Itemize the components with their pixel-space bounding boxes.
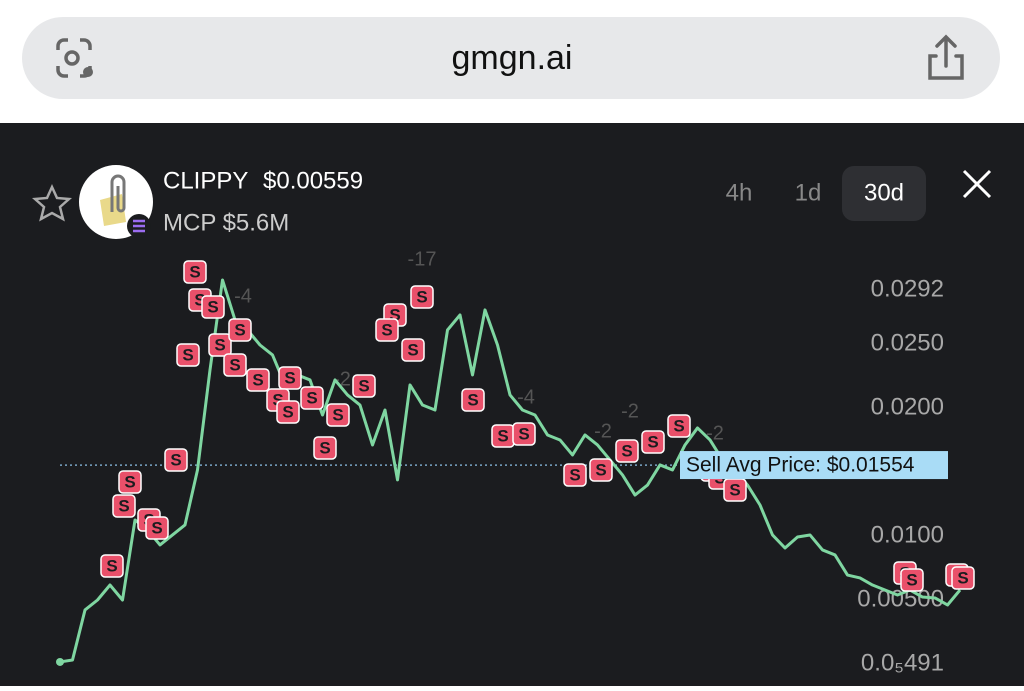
sell-badge: [375, 318, 399, 342]
y-tick-label: 0.0200: [871, 393, 944, 420]
sell-badge-label: S: [106, 556, 117, 575]
chart: -17-4-2-4-2-2 -20.02920.02500.02000.01000…: [56, 248, 975, 676]
sell-badge: [589, 458, 613, 482]
sell-badge: [276, 400, 300, 424]
sell-badge-label: S: [319, 438, 330, 457]
sell-badge-label: S: [595, 460, 606, 479]
sell-badge: [313, 436, 337, 460]
sell-badge-label: S: [214, 335, 225, 354]
sell-badge-label: S: [332, 405, 343, 424]
sell-badge-label: S: [182, 345, 193, 364]
sell-badge: [900, 568, 924, 592]
sell-badge: [563, 463, 587, 487]
sell-badge: [278, 366, 302, 390]
sell-badge-label: S: [118, 496, 129, 515]
market-cap: MCP $5.6M: [163, 209, 289, 236]
sell-badge: [410, 285, 434, 309]
sell-badge-label: S: [647, 432, 658, 451]
sell-badge-label: S: [194, 290, 205, 309]
sell-badge-label: S: [306, 388, 317, 407]
price-line: [59, 278, 962, 664]
trade-annotation: -17: [408, 248, 437, 270]
sell-badge-label: S: [407, 340, 418, 359]
token-name: CLIPPY: [163, 167, 248, 194]
sell-badge: [615, 439, 639, 463]
chain-icon: [133, 219, 145, 233]
sell-badge: [112, 494, 136, 518]
trade-annotation: -4: [517, 386, 535, 408]
lens-icon[interactable]: [56, 38, 92, 78]
avatar-clip: [110, 174, 126, 213]
sell-badge-label: S: [358, 376, 369, 395]
sell-badge-label: S: [957, 568, 968, 587]
sell-badge: [641, 430, 665, 454]
sell-badge-label: S: [272, 390, 283, 409]
timeframe-tab[interactable]: 1d: [795, 179, 822, 206]
sell-badge: [176, 343, 200, 367]
share-icon[interactable]: [928, 34, 964, 80]
url[interactable]: gmgn.ai: [452, 39, 573, 77]
sell-badge: [352, 374, 376, 398]
sell-badge: [300, 386, 324, 410]
sell-badge: [201, 295, 225, 319]
sell-badge: [461, 388, 485, 412]
sell-badge-label: S: [416, 287, 427, 306]
url-pill[interactable]: [22, 17, 1000, 99]
sell-badge: [228, 318, 252, 342]
trade-annotation: -4: [234, 285, 252, 307]
close-button[interactable]: [962, 169, 992, 199]
sell-badge: [145, 516, 169, 540]
sell-badge-label: S: [497, 426, 508, 445]
sell-badge: [401, 338, 425, 362]
sell-badge: [164, 448, 188, 472]
sell-badge-label: S: [729, 480, 740, 499]
sell-badge: [118, 470, 142, 494]
favorite-star[interactable]: [31, 183, 73, 222]
trade-annotation: -2: [594, 420, 612, 442]
sell-badge: [183, 260, 207, 284]
avg-price-tag: [680, 451, 948, 480]
sell-badge-label: S: [569, 465, 580, 484]
sell-badge-label: S: [518, 424, 529, 443]
y-tick-label: 0.0₅491: [861, 649, 944, 676]
y-tick-label: 0.0250: [871, 329, 944, 356]
timeframe-tab[interactable]: 4h: [726, 179, 753, 206]
sell-badge-label: S: [389, 305, 400, 324]
sell-badge-label: S: [151, 518, 162, 537]
start-point: [56, 657, 64, 666]
timeframe-active-bg: [842, 166, 926, 221]
timeframe-tab[interactable]: 30d: [864, 179, 904, 206]
sell-badge-label: S: [170, 450, 181, 469]
sell-badge: [512, 422, 536, 446]
sell-badge-label: S: [229, 355, 240, 374]
sell-badge: [246, 368, 270, 392]
sell-badge-label: S: [189, 262, 200, 281]
sell-badge: [223, 353, 247, 377]
trade-annotation: -2: [621, 400, 639, 422]
trade-annotation: -2: [706, 422, 724, 444]
sell-badge: [208, 333, 232, 357]
sell-badge-label: S: [673, 416, 684, 435]
sell-badge: [100, 554, 124, 578]
sell-badge: [326, 403, 350, 427]
y-tick-label: 0.0292: [871, 276, 944, 303]
sell-badge-label: S: [906, 570, 917, 589]
sell-badge-label: S: [124, 472, 135, 491]
sell-badge: [667, 414, 691, 438]
sell-badge-label: S: [252, 370, 263, 389]
sell-badge-label: S: [284, 368, 295, 387]
sell-badge-label: S: [234, 320, 245, 339]
sell-badge-label: S: [207, 297, 218, 316]
y-tick-label: 0.0100: [871, 521, 944, 548]
token-price: $0.00559: [263, 167, 363, 194]
sell-badge: [951, 566, 975, 590]
sell-badge-label: S: [381, 320, 392, 339]
sell-badge-label: S: [467, 390, 478, 409]
avg-price-label: Sell Avg Price: $0.01554: [686, 454, 915, 477]
sell-badge-label: S: [621, 441, 632, 460]
sell-badge-label: S: [282, 402, 293, 421]
lens-dot: [83, 67, 93, 77]
